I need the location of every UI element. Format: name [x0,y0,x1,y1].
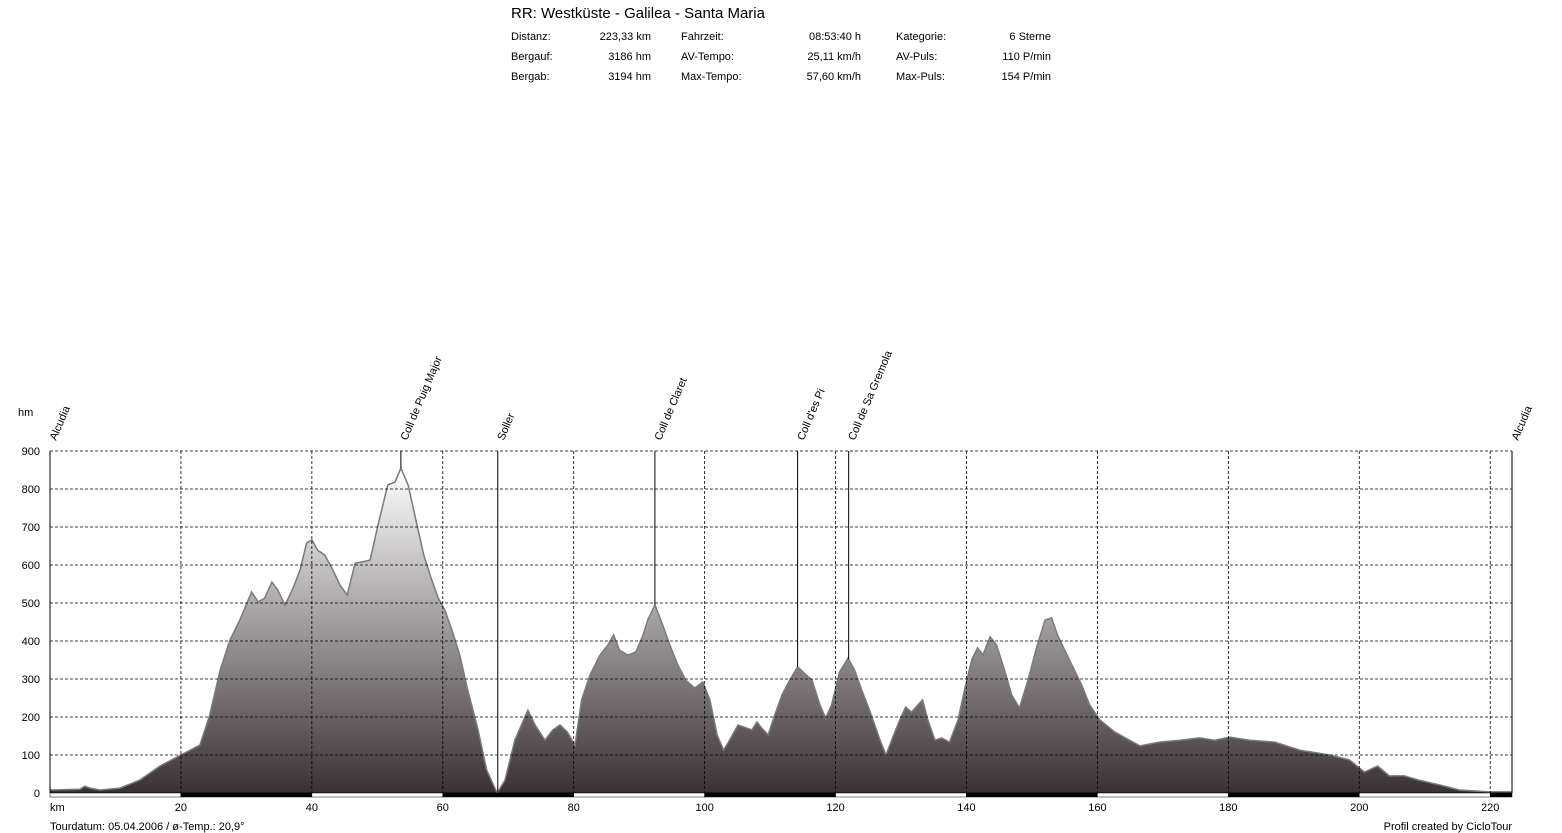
stat-value: 3194 hm [608,71,651,83]
waypoint-label: Alcudia [48,403,73,442]
stat-label: Bergauf: [511,51,553,63]
stat-value: 6 Sterne [1009,31,1051,43]
scale-bar-segment [1097,792,1229,798]
stat-label: Kategorie: [896,31,947,43]
x-axis-label: km [50,802,65,814]
stat-value: 08:53:40 h [809,31,861,43]
stat-label: AV-Puls: [896,51,938,63]
x-tick-label: 20 [175,802,187,814]
x-tick-label: 60 [437,802,449,814]
scale-bar-segment [180,792,313,798]
scale-bar-segment [311,792,444,798]
scale-bar-segment [442,792,574,798]
x-tick-label: 180 [1219,802,1237,814]
x-tick-label: 200 [1350,802,1368,814]
y-tick-label: 900 [22,446,40,458]
scale-bar-segment [1228,792,1360,798]
y-tick-label: 300 [22,674,40,686]
stat-label: Fahrzeit: [681,31,724,43]
y-tick-label: 400 [22,636,40,648]
x-tick-label: 120 [826,802,844,814]
stat-label: Bergab: [511,71,550,83]
y-axis-label: hm [18,407,33,419]
y-tick-label: 600 [22,560,40,572]
x-tick-label: 40 [306,802,318,814]
y-tick-label: 200 [22,712,40,724]
y-tick-label: 0 [34,788,40,800]
scale-bar-segment [835,792,967,798]
stat-value: 223,33 km [599,31,651,43]
waypoint-label: Coll d'es Pi [795,387,827,442]
stat-label: AV-Tempo: [681,51,734,63]
stat-label: Max-Puls: [896,71,945,83]
y-tick-label: 100 [22,750,40,762]
y-tick-label: 800 [22,484,40,496]
stat-label: Distanz: [511,31,551,43]
stat-value: 3186 hm [608,51,651,63]
x-tick-label: 160 [1088,802,1106,814]
scale-bar-segment [704,792,836,798]
waypoint-label: Soller [495,411,517,442]
stat-value: 57,60 km/h [806,71,861,83]
stat-value: 110 P/min [1002,51,1051,63]
scale-bar-segment [1359,792,1491,798]
x-tick-label: 220 [1481,802,1499,814]
scale-bar-segment [49,792,182,798]
waypoint-label: Coll de Puig Major [399,354,445,442]
elevation-line [49,466,1512,795]
x-tick-label: 100 [695,802,713,814]
scale-bar-segment [1489,792,1513,798]
elevation-area [50,468,1512,793]
waypoint-label: Alcudia [1510,403,1535,442]
stat-label: Max-Tempo: [681,71,742,83]
stat-value: 25,11 km/h [807,51,861,63]
y-tick-label: 700 [22,522,40,534]
scale-bar-segment [966,792,1098,798]
footer-tour-info: Tourdatum: 05.04.2006 / ø-Temp.: 20,9° [50,821,245,833]
x-tick-label: 140 [957,802,975,814]
x-tick-label: 80 [568,802,580,814]
waypoint-label: Coll de Claret [653,376,690,442]
scale-bar-segment [573,792,705,798]
y-tick-label: 500 [22,598,40,610]
waypoint-label: Coll de Sa Gremola [846,348,895,442]
stat-value: 154 P/min [1001,71,1051,83]
tour-title: RR: Westküste - Galilea - Santa Maria [511,5,765,22]
footer-credit: Profil created by CicloTour [1384,821,1513,833]
